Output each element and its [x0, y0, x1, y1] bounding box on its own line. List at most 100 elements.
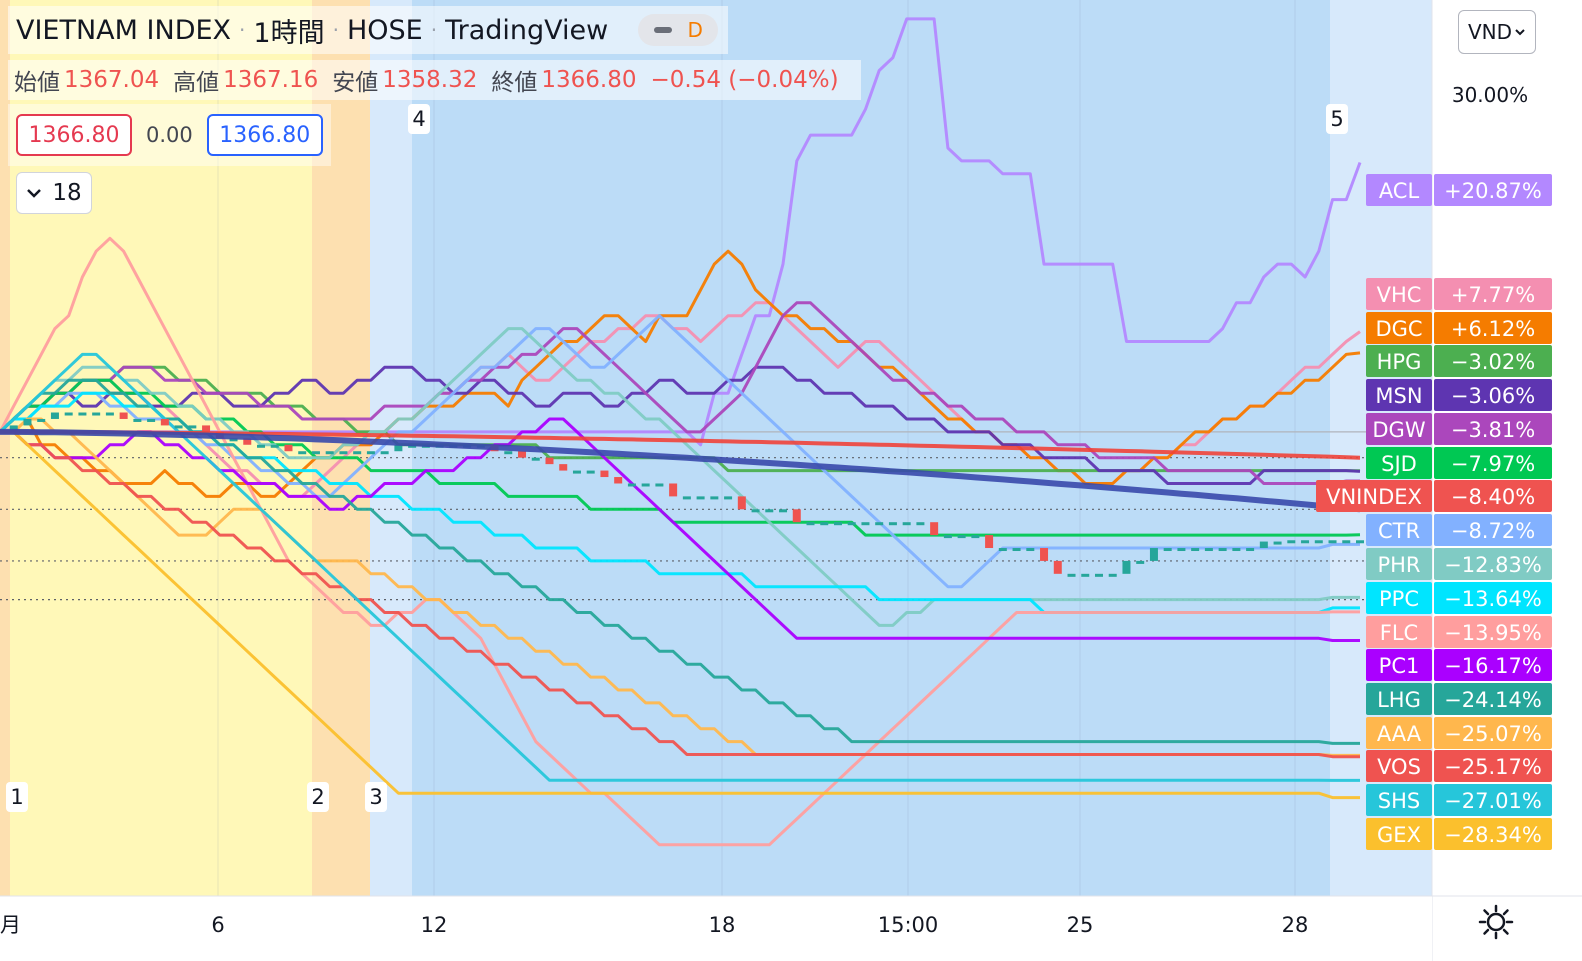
- candle[interactable]: [202, 425, 211, 432]
- candle[interactable]: [50, 412, 59, 419]
- candle[interactable]: [627, 483, 636, 487]
- candle[interactable]: [641, 483, 650, 487]
- candle[interactable]: [147, 418, 156, 422]
- candle[interactable]: [1259, 541, 1268, 549]
- event-marker[interactable]: 4: [408, 104, 430, 134]
- candle[interactable]: [943, 535, 952, 539]
- candle[interactable]: [559, 464, 568, 471]
- candle[interactable]: [188, 425, 197, 429]
- candle[interactable]: [1012, 548, 1021, 552]
- candle[interactable]: [1301, 540, 1310, 544]
- candle[interactable]: [545, 457, 554, 465]
- series-label-shs[interactable]: SHS −27.01%: [1366, 784, 1552, 816]
- candle[interactable]: [600, 470, 609, 478]
- series-label-ctr[interactable]: CTR −8.72%: [1366, 514, 1552, 546]
- event-marker[interactable]: 2: [307, 782, 329, 812]
- candle[interactable]: [655, 483, 664, 487]
- candle[interactable]: [724, 496, 733, 500]
- candle[interactable]: [847, 522, 856, 526]
- candle[interactable]: [353, 451, 362, 455]
- series-label-phr[interactable]: PHR −12.83%: [1366, 548, 1552, 580]
- moving-average-line[interactable]: [0, 428, 1361, 513]
- candle[interactable]: [765, 509, 774, 513]
- series-line-lhg[interactable]: [0, 378, 1360, 745]
- candle[interactable]: [380, 451, 389, 455]
- candle[interactable]: [1177, 548, 1186, 552]
- candle[interactable]: [133, 418, 142, 422]
- series-line-sjd[interactable]: [0, 378, 1361, 537]
- candle[interactable]: [1163, 548, 1172, 552]
- candle[interactable]: [930, 522, 939, 536]
- candle[interactable]: [1328, 540, 1337, 544]
- candle[interactable]: [1342, 540, 1351, 544]
- candle[interactable]: [270, 444, 279, 448]
- candle[interactable]: [806, 522, 815, 526]
- candle[interactable]: [737, 496, 746, 510]
- candle[interactable]: [875, 522, 884, 526]
- candle[interactable]: [1356, 540, 1364, 544]
- candle[interactable]: [682, 496, 691, 500]
- candle[interactable]: [572, 470, 581, 474]
- candle[interactable]: [160, 418, 169, 426]
- candle[interactable]: [119, 412, 128, 419]
- candle[interactable]: [1246, 548, 1255, 552]
- series-label-flc[interactable]: FLC −13.95%: [1366, 616, 1552, 648]
- series-label-pc1[interactable]: PC1 −16.17%: [1366, 649, 1552, 681]
- candle[interactable]: [985, 535, 994, 549]
- series-label-sjd[interactable]: SJD −7.97%: [1366, 447, 1552, 479]
- candle[interactable]: [888, 522, 897, 526]
- candle[interactable]: [669, 483, 678, 497]
- candle[interactable]: [614, 477, 623, 484]
- series-line-pc1[interactable]: [0, 417, 1360, 642]
- market-status-pill[interactable]: D: [638, 14, 719, 46]
- candle[interactable]: [1053, 560, 1062, 574]
- series-label-vos[interactable]: VOS −25.17%: [1366, 750, 1552, 782]
- candle[interactable]: [325, 451, 334, 455]
- candle[interactable]: [311, 451, 320, 455]
- candle[interactable]: [1218, 548, 1227, 552]
- candle[interactable]: [1287, 540, 1296, 544]
- candle[interactable]: [902, 522, 911, 526]
- candle[interactable]: [9, 425, 18, 432]
- series-label-msn[interactable]: MSN −3.06%: [1366, 379, 1552, 411]
- series-label-hpg[interactable]: HPG −3.02%: [1366, 345, 1552, 377]
- interval-label[interactable]: 1時間: [253, 17, 325, 49]
- series-line-shs[interactable]: [0, 352, 1360, 782]
- candle[interactable]: [833, 522, 842, 526]
- candle[interactable]: [971, 535, 980, 539]
- candle[interactable]: [257, 444, 266, 448]
- candle[interactable]: [1081, 573, 1090, 577]
- candle[interactable]: [1067, 573, 1076, 577]
- settings-gear-icon[interactable]: [1478, 904, 1514, 940]
- candle[interactable]: [92, 412, 101, 416]
- candle[interactable]: [339, 451, 348, 455]
- series-label-lhg[interactable]: LHG −24.14%: [1366, 683, 1552, 715]
- indicators-toggle-button[interactable]: 18: [16, 172, 92, 214]
- candle[interactable]: [37, 418, 46, 422]
- candle[interactable]: [998, 548, 1007, 552]
- candle[interactable]: [1232, 548, 1241, 552]
- series-line-dgw[interactable]: [0, 301, 1360, 485]
- candle[interactable]: [174, 425, 183, 429]
- candle[interactable]: [531, 457, 540, 461]
- candle[interactable]: [1026, 548, 1035, 552]
- candle[interactable]: [792, 509, 801, 523]
- event-marker[interactable]: 1: [6, 782, 28, 812]
- candle[interactable]: [298, 451, 307, 455]
- series-label-vnindex[interactable]: VNINDEX −8.40%: [1316, 480, 1552, 512]
- candle[interactable]: [504, 451, 513, 455]
- event-marker[interactable]: 3: [365, 782, 387, 812]
- candle[interactable]: [284, 444, 293, 452]
- series-line-msn[interactable]: [0, 365, 1361, 485]
- series-label-acl[interactable]: ACL +20.87%: [1366, 174, 1552, 206]
- series-label-gex[interactable]: GEX −28.34%: [1366, 818, 1552, 850]
- symbol-name[interactable]: VIETNAM INDEX: [16, 14, 232, 46]
- candle[interactable]: [1094, 573, 1103, 577]
- series-label-dgc[interactable]: DGC +6.12%: [1366, 312, 1552, 344]
- event-marker[interactable]: 5: [1326, 104, 1348, 134]
- candle[interactable]: [957, 535, 966, 539]
- time-axis[interactable]: [0, 896, 1432, 961]
- currency-select[interactable]: VND: [1458, 10, 1536, 54]
- series-line-vos[interactable]: [0, 430, 1360, 759]
